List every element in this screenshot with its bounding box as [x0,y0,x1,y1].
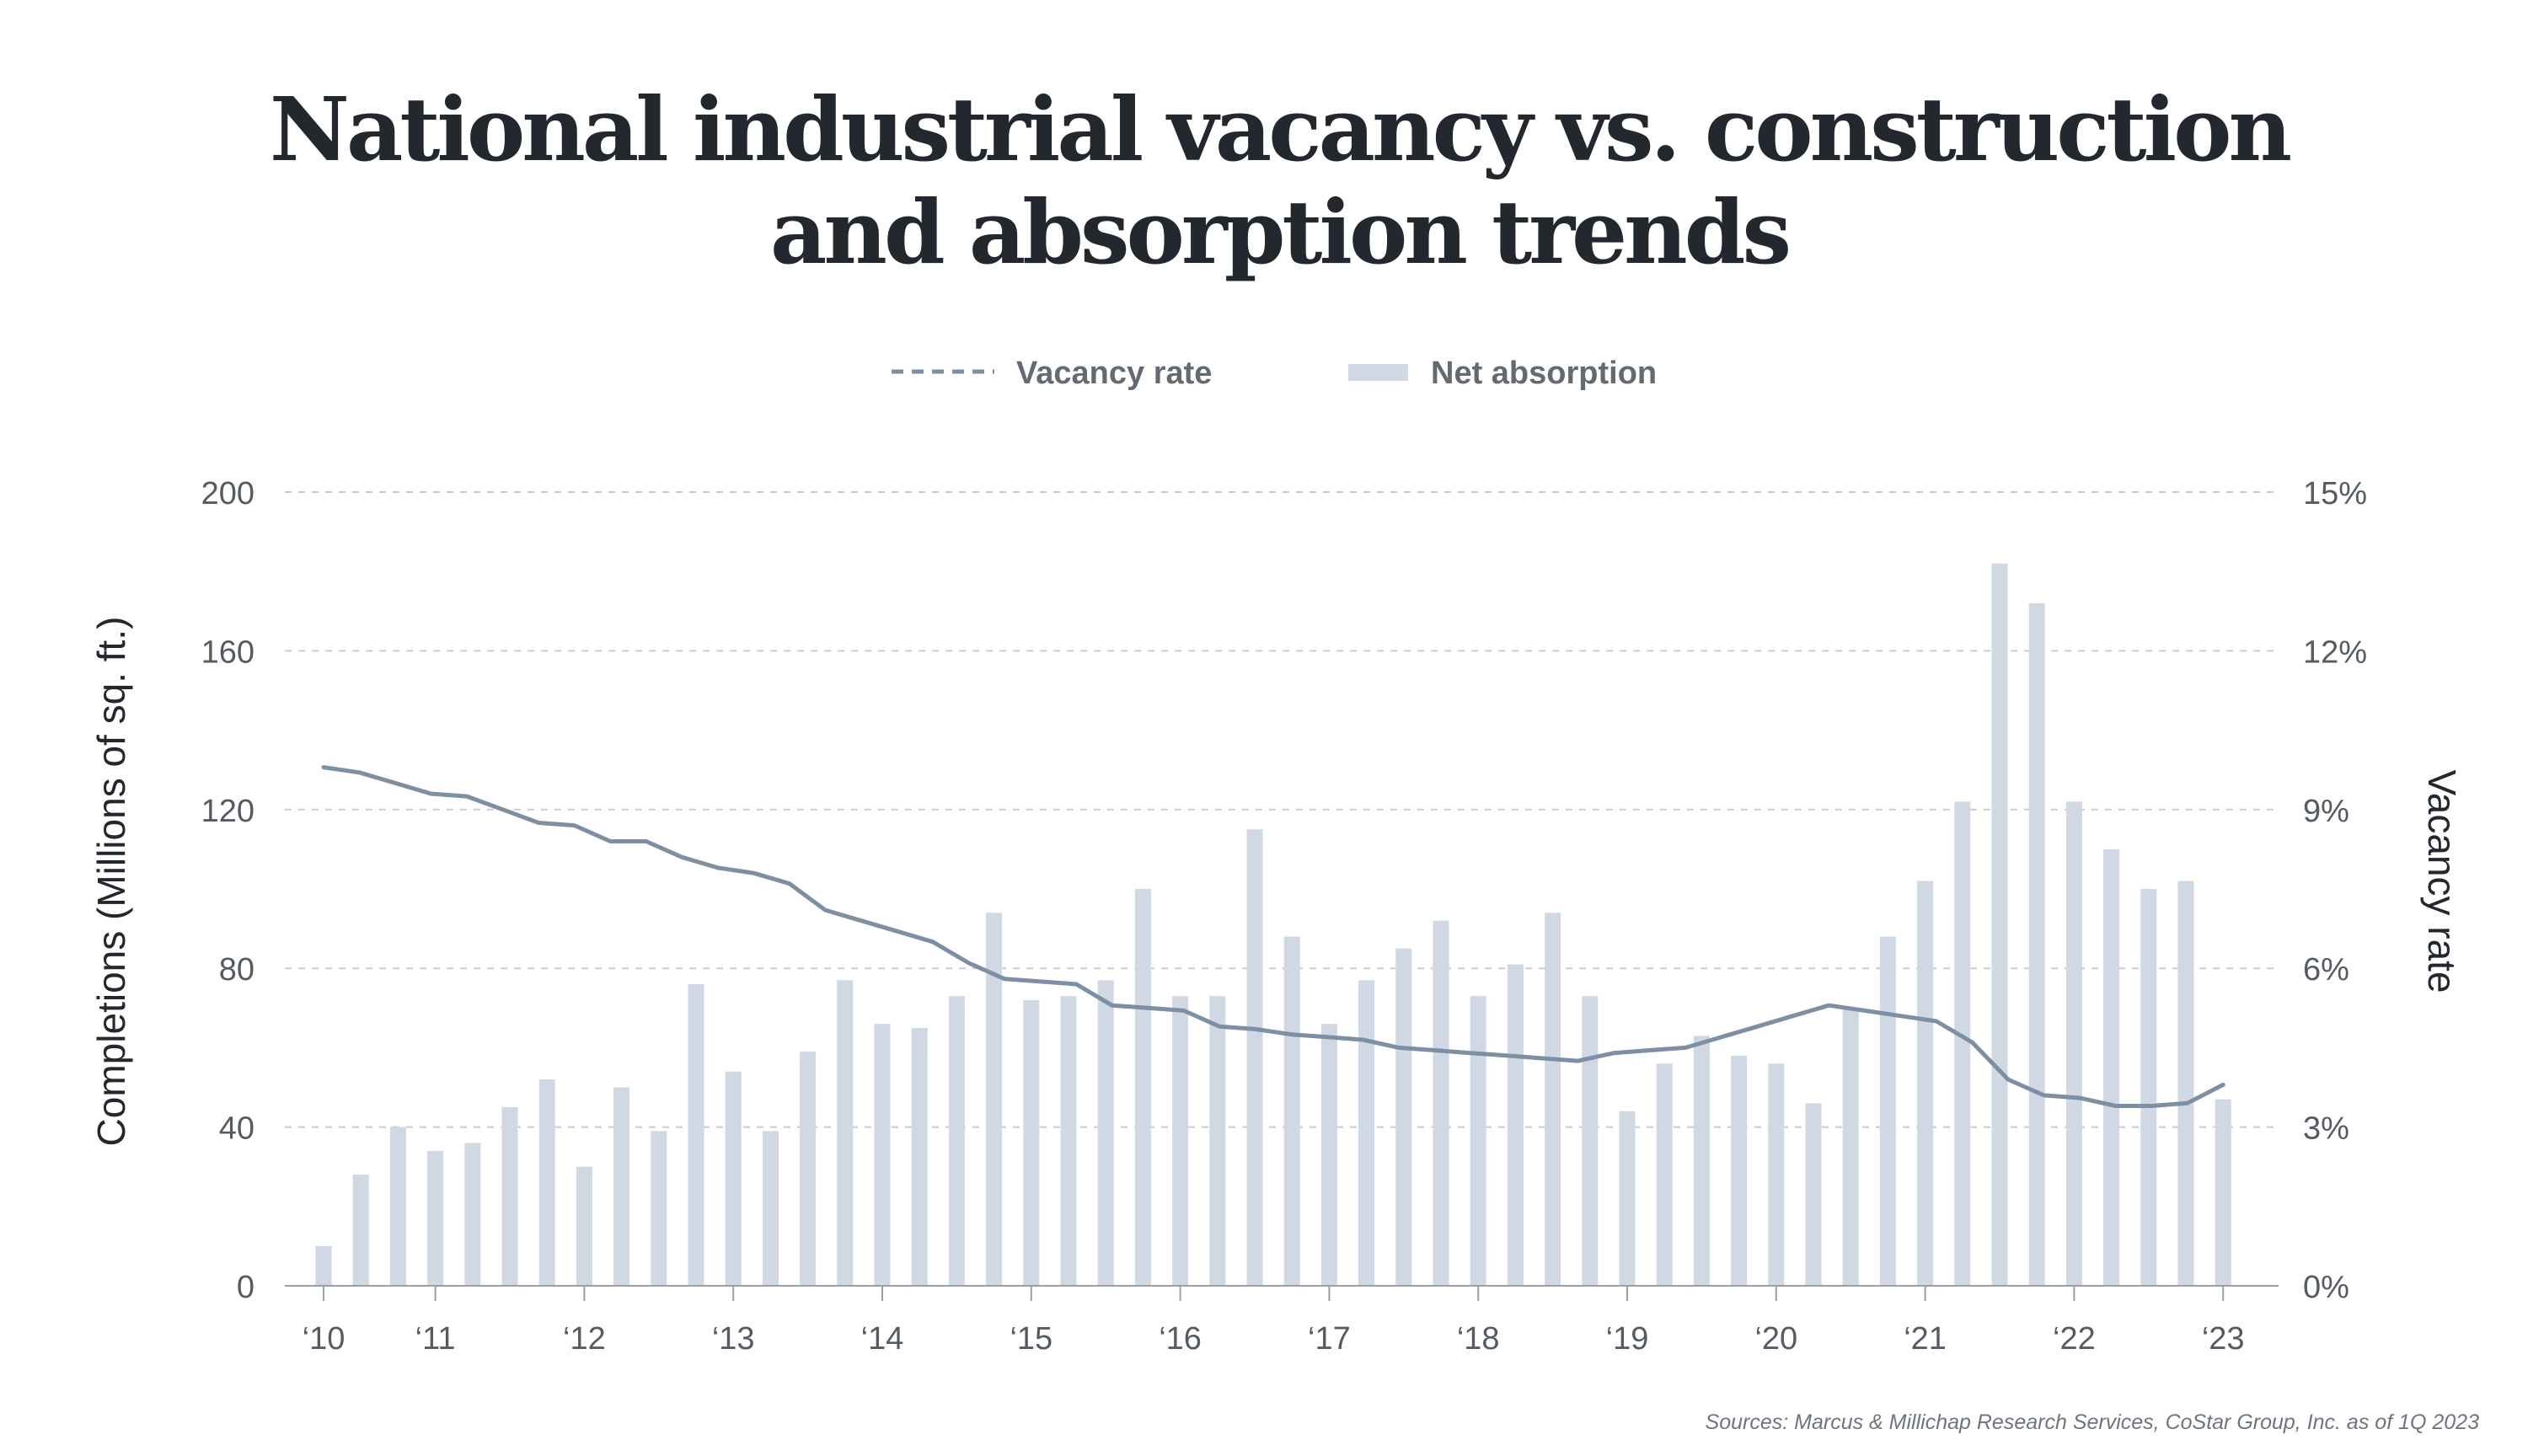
chart-title-line-1: National industrial vacancy vs. construc… [270,78,2291,181]
y2-axis-ticks: 15% 12% 9% 6% 3% 0% [2303,476,2367,1305]
bar [1842,1008,1859,1286]
bar [1879,936,1896,1286]
gridlines [285,491,2279,1128]
bar [352,1175,369,1286]
bar [1320,1024,1337,1286]
bar [1358,980,1375,1286]
y2-tick-label: 12% [2303,634,2367,670]
x-tick-label: ‘10 [303,1321,345,1357]
bar [1283,936,1300,1286]
bar [538,1079,555,1286]
bar [1991,563,2008,1286]
legend-bar-label: Net absorption [1431,356,1657,391]
bar [1731,1055,1748,1286]
source-note: Sources: Marcus & Millichap Research Ser… [1706,1410,2480,1434]
x-tick-label: ‘20 [1754,1321,1797,1357]
y2-tick-label: 9% [2303,794,2349,829]
bar [837,980,854,1286]
bar [725,1071,742,1286]
y-tick-label: 0 [237,1270,254,1305]
y2-tick-label: 6% [2303,952,2349,988]
bar [2177,881,2194,1286]
y-tick-label: 160 [201,634,254,670]
y-tick-label: 80 [219,952,254,988]
bar [1097,980,1114,1286]
bar [911,1027,928,1286]
bar [986,913,1003,1286]
x-tick-label: ‘21 [1904,1321,1947,1357]
x-tick-label: ‘22 [2053,1321,2096,1357]
bar [1023,999,1040,1286]
bar [1507,964,1524,1286]
x-tick-label: ‘14 [861,1321,904,1357]
x-tick-label: ‘19 [1606,1321,1649,1357]
bar [1917,881,1934,1286]
bar [2103,848,2120,1286]
bar [464,1143,481,1286]
bar [1805,1103,1822,1286]
bar [1582,996,1599,1286]
y-axis-label: Completions (Millions of sq. ft.) [89,617,133,1147]
bar [1209,996,1226,1286]
x-tick-label: ‘23 [2202,1321,2245,1357]
bar [1619,1111,1636,1286]
bar [1693,1036,1710,1286]
legend-bar-swatch [1348,364,1408,381]
x-tick-label: ‘17 [1308,1321,1351,1357]
x-tick-label: ‘16 [1159,1321,1202,1357]
y2-tick-label: 0% [2303,1270,2349,1305]
y2-tick-label: 3% [2303,1111,2349,1147]
bar [1134,889,1151,1286]
bar [389,1127,406,1286]
y-tick-label: 40 [219,1111,254,1147]
x-tick-label: ‘11 [415,1321,456,1357]
bar [613,1087,630,1286]
legend: Vacancy rate Net absorption [892,356,1657,391]
x-tick-label: ‘12 [563,1321,606,1357]
bar-series [315,563,2231,1286]
bar [1395,948,1412,1286]
bar [427,1150,444,1286]
line-series [321,765,2225,1108]
chart-title-line-2: and absorption trends [770,180,1789,284]
bar [576,1166,592,1286]
bar [874,1024,891,1286]
bar [2140,889,2157,1286]
x-tick-label: ‘18 [1457,1321,1500,1357]
bar [762,1131,779,1286]
bar [1656,1063,1673,1286]
x-tick-label: ‘15 [1010,1321,1052,1357]
y-tick-label: 200 [201,476,254,511]
vacancy-rate-line [321,765,2225,1108]
bar [1433,920,1449,1286]
bar [2028,602,2045,1286]
y2-tick-label: 15% [2303,476,2367,511]
bar [501,1107,518,1286]
bar [315,1245,332,1286]
y-axis-ticks: 200 160 120 80 40 0 [201,476,254,1305]
bar [2215,1099,2231,1286]
legend-line-label: Vacancy rate [1016,356,1212,391]
bar [651,1131,667,1286]
bar [1246,829,1263,1286]
bar [1060,996,1077,1286]
bar [800,1052,817,1286]
bar [1768,1063,1785,1286]
bar [1545,913,1561,1286]
bar [1172,996,1189,1286]
y2-axis-label: Vacancy rate [2420,769,2464,993]
bar [688,984,704,1286]
x-axis-ticks: ‘10 ‘11 ‘12 ‘13 ‘14 ‘15 ‘16 ‘17 ‘18 ‘19 ‘20 ‘21 ‘22 ‘… [303,1286,2245,1357]
bar [1954,801,1971,1286]
x-tick-label: ‘13 [712,1321,755,1357]
bar [1470,996,1486,1286]
bar [2065,801,2082,1286]
bar [948,996,965,1286]
y-tick-label: 120 [201,794,254,829]
